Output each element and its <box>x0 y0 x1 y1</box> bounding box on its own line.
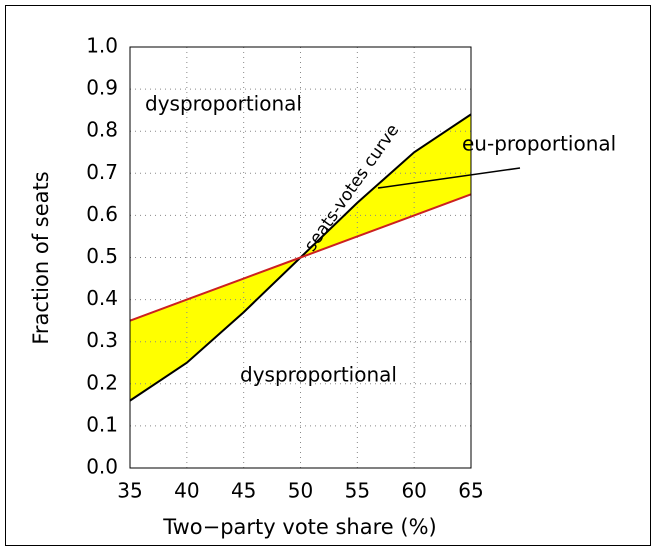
y-tick-label: 0.5 <box>86 244 118 268</box>
annotation: dysproportional <box>240 363 397 387</box>
y-tick-label: 0.7 <box>86 160 118 184</box>
x-tick-label: 65 <box>458 479 483 503</box>
y-tick-label: 0.2 <box>86 370 118 394</box>
y-tick-label: 0.0 <box>86 455 118 479</box>
x-tick-label: 55 <box>345 479 370 503</box>
x-tick-label: 40 <box>174 479 199 503</box>
y-tick-label: 0.9 <box>86 76 118 100</box>
annotation: dysproportional <box>145 92 302 116</box>
plot-frame <box>129 46 472 469</box>
x-tick-label: 50 <box>288 479 313 503</box>
x-tick-label: 45 <box>231 479 256 503</box>
y-tick-label: 0.1 <box>86 412 118 436</box>
series-line <box>129 193 472 322</box>
annotation: eu-proportional <box>462 132 616 156</box>
x-tick-label: 60 <box>401 479 426 503</box>
y-axis-label: Fraction of seats <box>29 171 53 344</box>
x-axis-label: Two−party vote share (%) <box>162 515 436 539</box>
annotation-pointer <box>377 167 521 189</box>
y-tick-label: 0.8 <box>86 118 118 142</box>
frame <box>5 5 651 546</box>
y-tick-label: 0.4 <box>86 286 118 310</box>
y-tick-label: 1.0 <box>86 34 118 58</box>
y-tick-label: 0.3 <box>86 328 118 352</box>
x-tick-label: 35 <box>117 479 142 503</box>
y-tick-label: 0.6 <box>86 202 118 226</box>
